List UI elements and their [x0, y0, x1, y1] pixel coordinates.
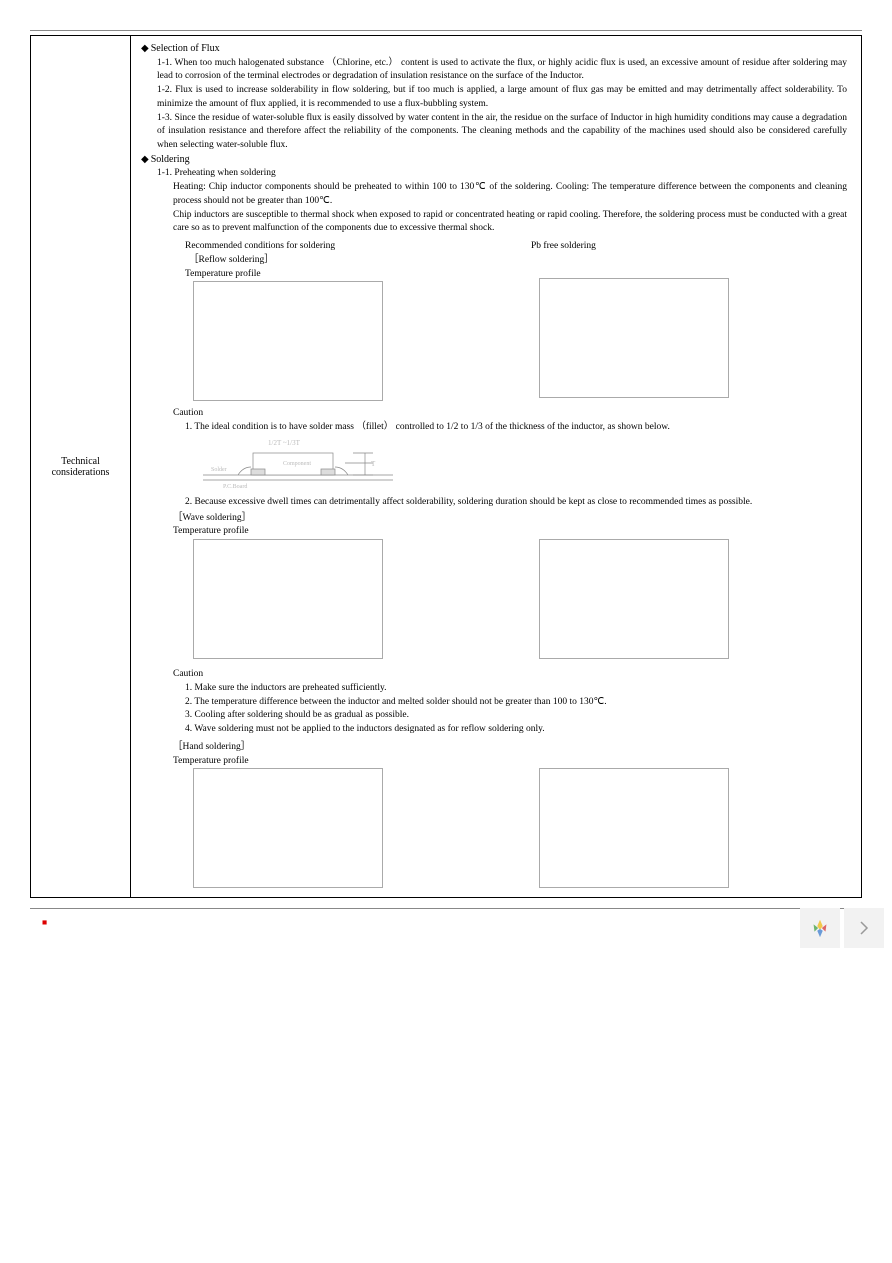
- caution-label-2: Caution: [173, 668, 847, 682]
- section-soldering-title: Soldering: [141, 153, 847, 168]
- chart-wave-left: [193, 539, 383, 659]
- wave-caution-2: 2. The temperature difference between th…: [185, 696, 847, 710]
- row-header-text: Technicalconsiderations: [52, 456, 110, 478]
- fillet-diagram: 1/2T ~1/3T Component Solder P.C.Board T: [185, 435, 847, 496]
- fillet-comp-label: Component: [283, 461, 311, 467]
- chart-reflow-right: [539, 278, 729, 398]
- wave-label: ［Wave soldering］: [173, 512, 847, 526]
- flux-p2: 1-2. Flux is used to increase solderabil…: [157, 84, 847, 112]
- fillet-ratio-label: 1/2T ~1/3T: [268, 439, 301, 447]
- chart-reflow-left: [193, 281, 383, 401]
- row-header: Technicalconsiderations: [31, 36, 131, 897]
- section-flux-title: Selection of Flux: [141, 42, 847, 57]
- pb-free-label: Pb free soldering: [531, 240, 847, 254]
- content-cell: Selection of Flux 1-1. When too much hal…: [131, 36, 861, 897]
- temp-profile-label-2: Temperature profile: [173, 525, 847, 539]
- preheat-2: Chip inductors are susceptible to therma…: [173, 209, 847, 237]
- rec-cond-label: Recommended conditions for soldering: [185, 240, 501, 254]
- fillet-T-label: T: [371, 460, 376, 468]
- footnote-bullet-icon: ■: [42, 917, 47, 927]
- corner-logo-icon[interactable]: [800, 908, 840, 948]
- temp-profile-label-1: Temperature profile: [185, 268, 501, 282]
- chart-hand-right: [539, 768, 729, 888]
- caution-fillet-1: 1. The ideal condition is to have solder…: [185, 421, 847, 435]
- corner-next-icon[interactable]: [844, 908, 884, 948]
- preheat-title: 1-1. Preheating when soldering: [157, 167, 847, 181]
- reflow-label: ［Reflow soldering］: [189, 254, 501, 268]
- wave-caution-4: 4. Wave soldering must not be applied to…: [185, 723, 847, 737]
- hand-label: ［Hand soldering］: [173, 741, 847, 755]
- fillet-solder-label: Solder: [211, 467, 227, 473]
- temp-profile-label-3: Temperature profile: [173, 755, 847, 769]
- caution-fillet-2: 2. Because excessive dwell times can det…: [185, 496, 847, 510]
- flux-p1: 1-1. When too much halogenated substance…: [157, 57, 847, 85]
- wave-caution-3: 3. Cooling after soldering should be as …: [185, 709, 847, 723]
- caution-label-1: Caution: [173, 407, 847, 421]
- technical-considerations-table: Technicalconsiderations Selection of Flu…: [30, 35, 862, 898]
- chart-hand-left: [193, 768, 383, 888]
- preheat-1: Heating: Chip inductor components should…: [173, 181, 847, 209]
- chart-wave-right: [539, 539, 729, 659]
- corner-widget: [800, 908, 884, 948]
- wave-caution-1: 1. Make sure the inductors are preheated…: [185, 682, 847, 696]
- flux-p3: 1-3. Since the residue of water-soluble …: [157, 112, 847, 153]
- catalog-footnote: ■ ■: [42, 917, 862, 940]
- fillet-board-label: P.C.Board: [223, 484, 247, 490]
